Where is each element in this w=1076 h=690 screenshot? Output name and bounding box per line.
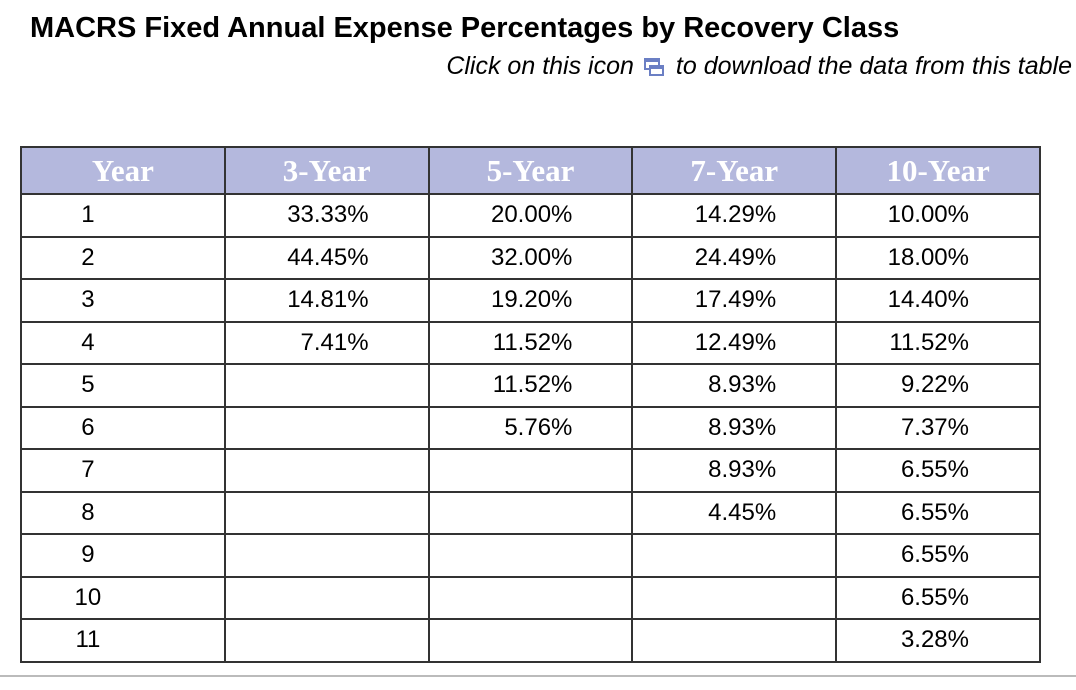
percent-cell [223,363,430,408]
year-cell: 3 [20,278,226,323]
table-row: 2 44.45% 32.00% 24.49% 18.00% [20,235,1041,280]
table-row: 8 4.45% 6.55% [20,490,1041,535]
macrs-table: Year 3-Year 5-Year 7-Year 10-Year 1 33.33% 20.… [20,146,1041,663]
table-row: 4 7.41% 11.52% 12.49% 11.52% [20,320,1041,365]
percent-cell [223,618,430,663]
percent-cell: 7.37% [835,405,1041,450]
percent-cell: 14.29% [631,193,838,238]
table-row: 10 6.55% [20,575,1041,620]
percent-cell: 6.55% [835,575,1041,620]
column-header: 10-Year [835,146,1041,195]
percent-cell [631,533,838,578]
year-cell: 6 [20,405,226,450]
table-row: 3 14.81% 19.20% 17.49% 14.40% [20,278,1041,323]
table-row: 9 6.55% [20,533,1041,578]
percent-cell: 33.33% [223,193,430,238]
percent-cell [427,575,634,620]
percent-cell: 7.41% [223,320,430,365]
percent-cell: 14.40% [835,278,1041,323]
year-cell: 10 [20,575,226,620]
table-row: 1 33.33% 20.00% 14.29% 10.00% [20,193,1041,238]
year-cell: 9 [20,533,226,578]
table-row: 5 11.52% 8.93% 9.22% [20,363,1041,408]
percent-cell: 6.55% [835,533,1041,578]
subtitle: Click on this icon to download the data … [446,52,1072,81]
download-icon[interactable] [643,57,664,76]
percent-cell: 9.22% [835,363,1041,408]
column-header: Year [20,146,226,195]
year-cell: 8 [20,490,226,535]
percent-cell [427,490,634,535]
percent-cell: 24.49% [631,235,838,280]
percent-cell [631,618,838,663]
percent-cell: 3.28% [835,618,1041,663]
table-body: 1 33.33% 20.00% 14.29% 10.00% 2 44.45% 32.00% 24… [20,193,1041,663]
percent-cell [223,490,430,535]
table-row: 6 5.76% 8.93% 7.37% [20,405,1041,450]
header-row: Year 3-Year 5-Year 7-Year 10-Year [20,146,1041,195]
percent-cell: 17.49% [631,278,838,323]
bottom-rule [0,675,1076,677]
year-cell: 5 [20,363,226,408]
percent-cell [631,575,838,620]
percent-cell: 6.55% [835,490,1041,535]
percent-cell: 8.93% [631,363,838,408]
table-row: 11 3.28% [20,618,1041,663]
percent-cell: 11.52% [427,320,634,365]
subtitle-text: to download the data from this table [675,52,1072,80]
year-cell: 11 [20,618,226,663]
percent-cell [223,575,430,620]
table-row: 7 8.93% 6.55% [20,448,1041,493]
percent-cell: 5.76% [427,405,634,450]
percent-cell: 11.52% [835,320,1041,365]
percent-cell: 11.52% [427,363,634,408]
percent-cell [427,618,634,663]
percent-cell [223,448,430,493]
percent-cell: 6.55% [835,448,1041,493]
percent-cell: 32.00% [427,235,634,280]
title: MACRS Fixed Annual Expense Percentages b… [30,12,900,44]
percent-cell: 8.93% [631,448,838,493]
year-cell: 1 [20,193,226,238]
percent-cell: 19.20% [427,278,634,323]
subtitle-text: Click on this icon [446,52,634,80]
column-header: 5-Year [427,146,634,195]
percent-cell [427,448,634,493]
percent-cell: 8.93% [631,405,838,450]
year-cell: 2 [20,235,226,280]
percent-cell: 14.81% [223,278,430,323]
percent-cell [427,533,634,578]
year-cell: 4 [20,320,226,365]
percent-cell [223,533,430,578]
percent-cell: 10.00% [835,193,1041,238]
percent-cell: 18.00% [835,235,1041,280]
column-header: 7-Year [631,146,838,195]
percent-cell: 12.49% [631,320,838,365]
percent-cell: 20.00% [427,193,634,238]
year-cell: 7 [20,448,226,493]
column-header: 3-Year [223,146,430,195]
percent-cell: 44.45% [223,235,430,280]
percent-cell [223,405,430,450]
percent-cell: 4.45% [631,490,838,535]
